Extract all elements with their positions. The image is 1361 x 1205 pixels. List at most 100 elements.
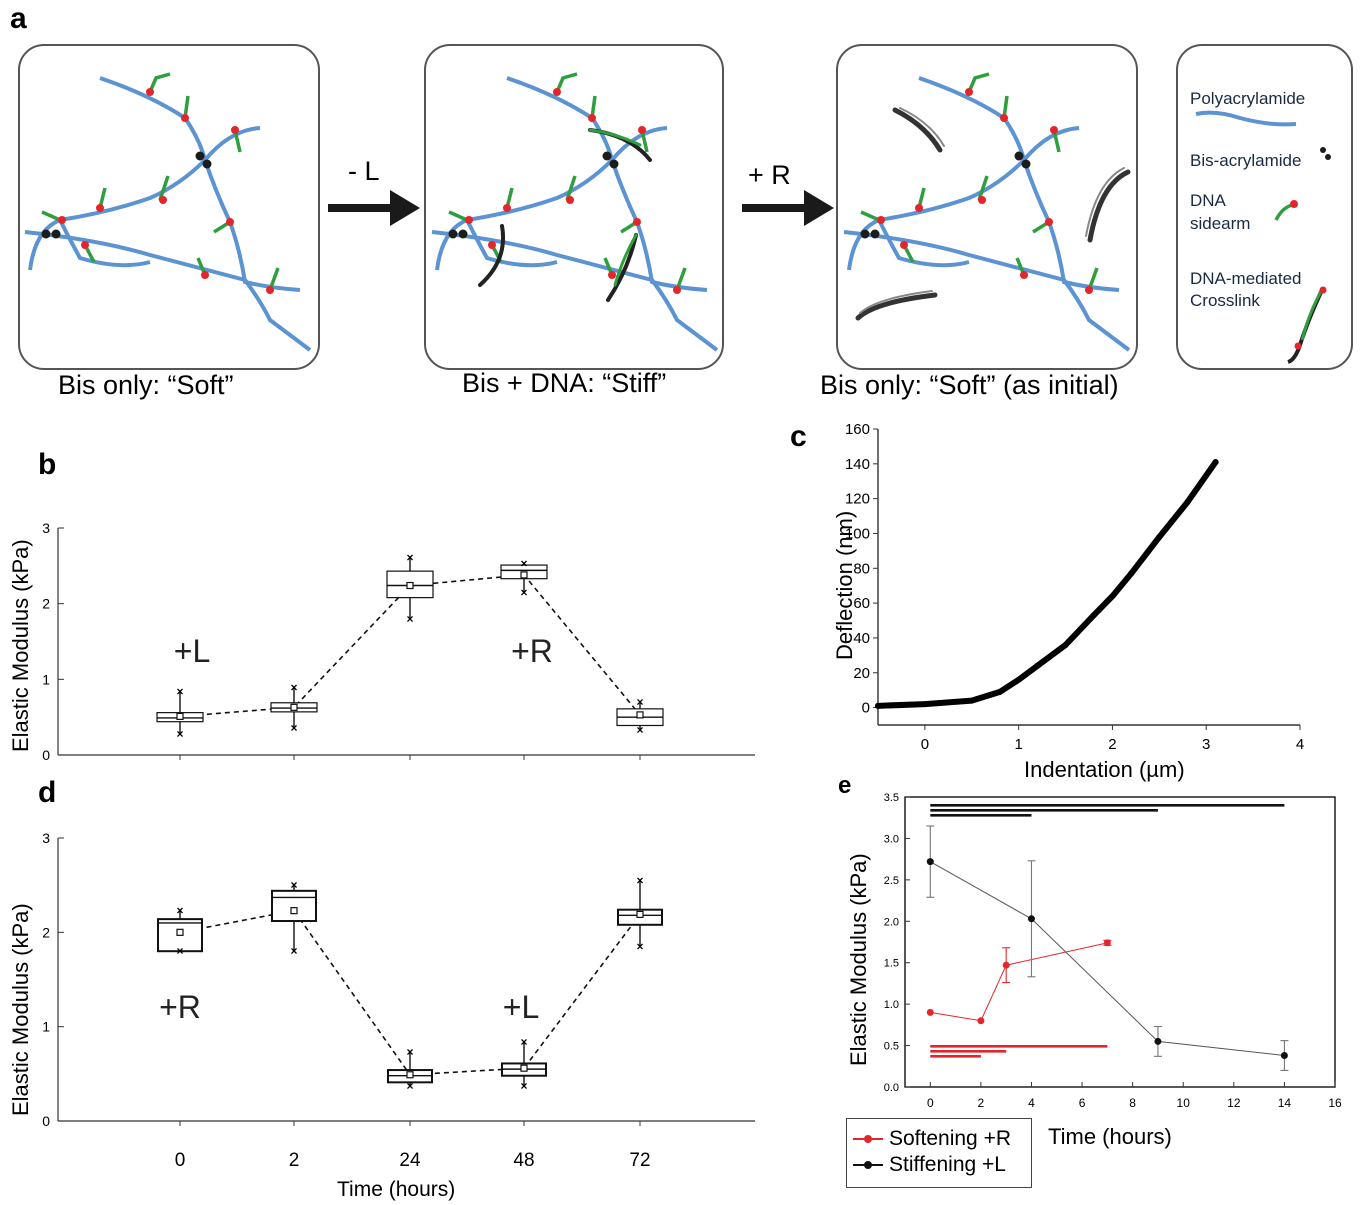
x-tick-label: 2 — [1108, 736, 1116, 753]
panel-label-b: b — [38, 448, 57, 481]
chart-d-x-label: Time (hours) — [337, 1178, 456, 1201]
legend-label-softening: Softening +R — [889, 1127, 1012, 1150]
x-tick-label: 10 — [1177, 1096, 1191, 1110]
data-point — [1103, 939, 1111, 947]
legend-entry-softening: Softening +R — [853, 1127, 1011, 1151]
data-point — [1128, 570, 1135, 577]
y-tick-label: 0 — [42, 1113, 50, 1129]
treatment-annotation: +L — [503, 989, 539, 1025]
state-3-caption: Bis only: “Soft” (as initial) — [820, 370, 1119, 400]
mean-marker — [636, 910, 644, 919]
x-tick-label: 12 — [1227, 1096, 1241, 1110]
panel-label-a: a — [10, 2, 27, 35]
mean-marker — [176, 928, 184, 936]
max-marker: × — [406, 551, 413, 565]
mean-marker — [290, 703, 298, 711]
x-tick-label: 2 — [289, 1150, 300, 1171]
y-tick-label: 2 — [42, 924, 50, 940]
max-marker: × — [520, 1035, 527, 1049]
data-point — [1184, 499, 1191, 506]
data-point — [1090, 612, 1097, 619]
y-tick-label: 2 — [42, 596, 50, 612]
x-tick-label: 4 — [1028, 1096, 1035, 1110]
mean-marker — [520, 1064, 528, 1072]
data-point — [926, 1008, 934, 1016]
plot-frame — [904, 796, 1336, 1088]
mean-marker — [176, 712, 184, 721]
legend-swatch-softening — [853, 1132, 883, 1146]
panel-label-e: e — [838, 772, 852, 799]
data-point — [968, 697, 975, 704]
y-tick-label: 140 — [845, 456, 870, 473]
data-point — [1156, 533, 1163, 540]
x-tick-label: 72 — [629, 1150, 650, 1171]
y-tick-label: 1.0 — [884, 999, 899, 1011]
y-tick-label: 1 — [42, 1019, 50, 1035]
data-point — [1212, 459, 1219, 466]
chart-d-y-label: Elastic Modulus (kPa) — [8, 903, 33, 1116]
min-marker: × — [290, 721, 297, 735]
y-tick-label: 20 — [853, 665, 870, 682]
data-point — [1062, 641, 1069, 648]
panel-label-c: c — [790, 420, 807, 453]
data-point — [996, 688, 1003, 695]
treatment-annotation: +R — [511, 633, 553, 669]
max-marker: × — [636, 873, 643, 887]
chart-c-force-curve: 0 20 40 60 80 100 120 140 160 0 1 2 3 4 — [845, 421, 1304, 753]
mean-marker — [290, 907, 298, 915]
x-tick-label: 0 — [175, 1150, 186, 1171]
y-tick-label: 0 — [862, 700, 870, 717]
data-point — [977, 1017, 985, 1025]
y-tick-label: 60 — [853, 595, 870, 612]
data-point — [1154, 1037, 1162, 1045]
max-marker: × — [176, 904, 183, 918]
chart-c-y-label: Deflection (nm) — [832, 510, 857, 660]
x-tick-label: 0 — [927, 1096, 934, 1110]
x-tick-label: 1 — [1014, 736, 1022, 753]
y-tick-label: 0.0 — [884, 1082, 899, 1094]
data-point — [1002, 961, 1010, 969]
min-marker: × — [176, 727, 183, 741]
chart-d-box-plot: 0 1 2 3 0 2 24 48 72 × × × × × × × × × × +R +L — [42, 830, 755, 1171]
min-marker: × — [520, 1079, 527, 1093]
y-tick-label: 0.5 — [884, 1041, 899, 1053]
state-1-caption: Bis only: “Soft” — [58, 370, 234, 400]
y-tick-label: 3 — [42, 830, 50, 846]
chart-b-y-label: Elastic Modulus (kPa) — [8, 539, 33, 752]
mean-marker — [406, 1071, 414, 1079]
x-tick-label: 8 — [1129, 1096, 1136, 1110]
schematic-legend-box — [1176, 44, 1353, 370]
y-tick-label: 3.5 — [884, 792, 899, 804]
legend-crosslink-line1: DNA-mediated — [1190, 269, 1302, 288]
data-point — [921, 701, 928, 708]
y-tick-label: 1.5 — [884, 958, 899, 970]
mean-marker — [406, 581, 414, 590]
min-marker: × — [636, 723, 643, 737]
box — [271, 889, 317, 923]
chart-e-y-label: Elastic Modulus (kPa) — [846, 853, 871, 1066]
x-tick-label: 3 — [1202, 736, 1210, 753]
min-marker: × — [290, 944, 297, 958]
y-tick-label: 80 — [853, 560, 870, 577]
step-label-remove-linker: - L — [348, 156, 380, 186]
max-marker: × — [176, 684, 183, 698]
treatment-annotation: +L — [174, 633, 210, 669]
min-marker: × — [406, 1079, 413, 1093]
x-tick-label: 6 — [1079, 1096, 1086, 1110]
min-marker: × — [520, 585, 527, 599]
legend-entry-stiffening: Stiffening +L — [853, 1153, 1006, 1177]
y-tick-label: 160 — [845, 421, 870, 438]
x-tick-label: 2 — [978, 1096, 985, 1110]
max-marker: × — [406, 1045, 413, 1059]
y-tick-label: 2.0 — [884, 916, 899, 928]
x-tick-label: 14 — [1278, 1096, 1292, 1110]
legend-sidearm-line1: DNA — [1190, 191, 1226, 210]
chart-b-box-plot: 0 1 2 3 × × × × × × × × × × +L +R — [42, 520, 755, 763]
panel-label-d: d — [38, 776, 57, 809]
legend-sidearm-line2: sidearm — [1190, 214, 1251, 233]
deflection-curve — [875, 459, 1219, 709]
legend-swatch-stiffening — [853, 1158, 883, 1172]
chart-e-x-label: Time (hours) — [1048, 1124, 1172, 1149]
series-line — [930, 942, 1108, 1022]
data-point — [1015, 676, 1022, 683]
